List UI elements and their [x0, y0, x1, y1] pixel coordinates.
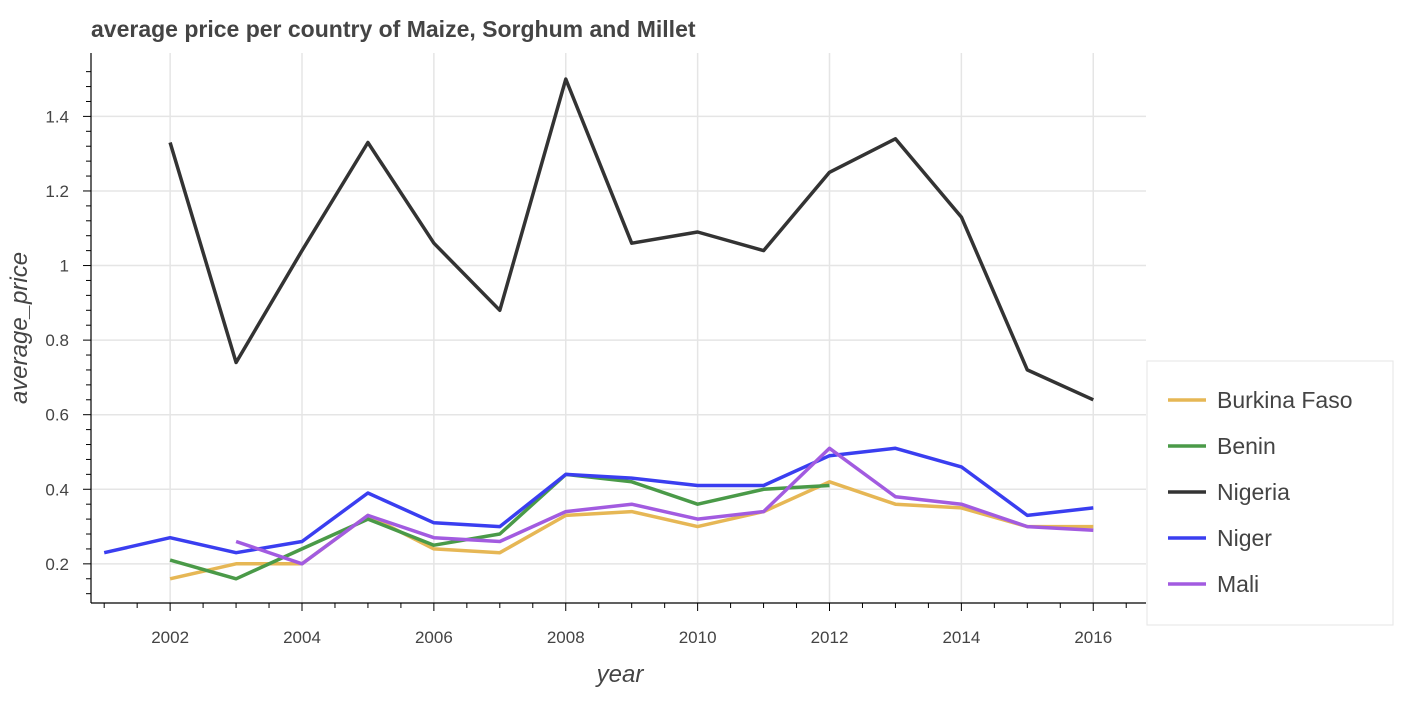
chart-title: average price per country of Maize, Sorg… [91, 16, 696, 42]
series-layer [103, 77, 1095, 581]
series-line-nigeria [168, 77, 1095, 402]
grid [91, 53, 1146, 603]
y-tick-label: 1.2 [45, 182, 69, 201]
plot-frame [91, 53, 1146, 603]
y-tick-label: 1 [60, 257, 69, 276]
axes: 2002 2004 2006 2008 2010 2012 2014 2016 0.2 0.4 0.… [45, 53, 1146, 647]
legend-label: Mali [1217, 571, 1259, 597]
y-tick-label: 1.4 [45, 107, 69, 126]
series-line-benin [169, 472, 830, 581]
legend: Burkina Faso Benin Nigeria Niger Mali [1146, 360, 1394, 626]
y-tick-label: 0.6 [45, 406, 69, 425]
legend-label: Niger [1217, 525, 1272, 551]
x-tick-label: 2016 [1074, 628, 1112, 647]
x-tick-label: 2006 [415, 628, 453, 647]
y-tick-label: 0.4 [45, 480, 69, 499]
x-tick-label: 2014 [942, 628, 980, 647]
series-line-niger [103, 446, 1094, 555]
legend-label: Benin [1217, 433, 1276, 459]
y-axis-label: average_price [6, 252, 33, 404]
x-tick-label: 2012 [811, 628, 849, 647]
x-tick-label: 2002 [151, 628, 189, 647]
x-tick-label: 2008 [547, 628, 585, 647]
x-axis-label: year [595, 661, 645, 688]
series-line-mali [235, 446, 1094, 566]
legend-label: Burkina Faso [1217, 387, 1353, 413]
y-tick-label: 0.8 [45, 331, 69, 350]
x-tick-label: 2004 [283, 628, 321, 647]
legend-label: Nigeria [1217, 479, 1290, 505]
y-tick-label: 0.2 [45, 555, 69, 574]
x-tick-label: 2010 [679, 628, 717, 647]
